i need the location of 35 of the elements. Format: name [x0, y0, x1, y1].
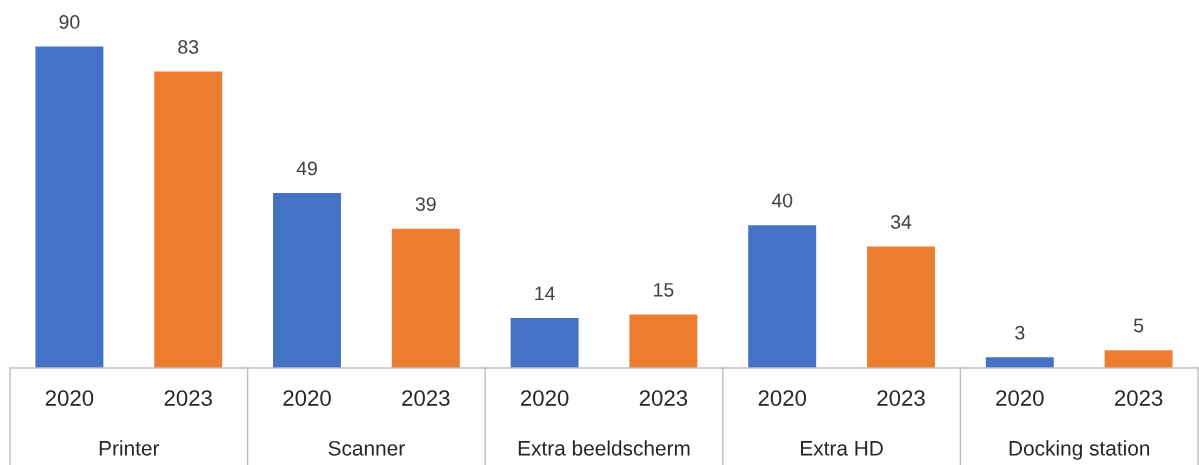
data-label: 15 [654, 283, 674, 297]
bar [1104, 350, 1173, 368]
text: 2020 [758, 390, 807, 406]
series-label: 2020 [45, 390, 94, 406]
bar [748, 225, 817, 368]
text: 2023 [1115, 390, 1163, 406]
x-tick-label: Extra HD [801, 441, 883, 456]
data-label: 83 [178, 40, 199, 54]
bar [629, 314, 698, 368]
data-label: 3 [1015, 325, 1025, 340]
data-label: 34 [890, 215, 912, 229]
data-label: 5 [1133, 318, 1144, 333]
text: 2020 [521, 390, 569, 406]
data-label: 39 [415, 197, 436, 211]
series-label: 2023 [164, 390, 212, 406]
bar [154, 71, 223, 368]
data-label: 49 [296, 161, 317, 176]
x-tick-label: Extra beeldscherm [518, 440, 690, 456]
bar [985, 357, 1054, 368]
text: 2020 [996, 390, 1044, 406]
text: 2023 [639, 390, 688, 406]
x-tick-label: Scanner [328, 440, 405, 456]
x-tick-label: Docking station [1009, 440, 1150, 460]
data-label: 90 [59, 15, 80, 29]
data-label: 40 [771, 193, 793, 208]
text: 2020 [283, 390, 331, 406]
bar [273, 193, 341, 368]
bar [35, 46, 104, 368]
bar [510, 318, 579, 368]
text: 2023 [402, 390, 450, 406]
bar [391, 228, 460, 368]
bar [867, 246, 935, 368]
data-label: 14 [535, 286, 555, 301]
x-tick-label: Printer [99, 440, 160, 456]
text: 2023 [877, 390, 925, 406]
